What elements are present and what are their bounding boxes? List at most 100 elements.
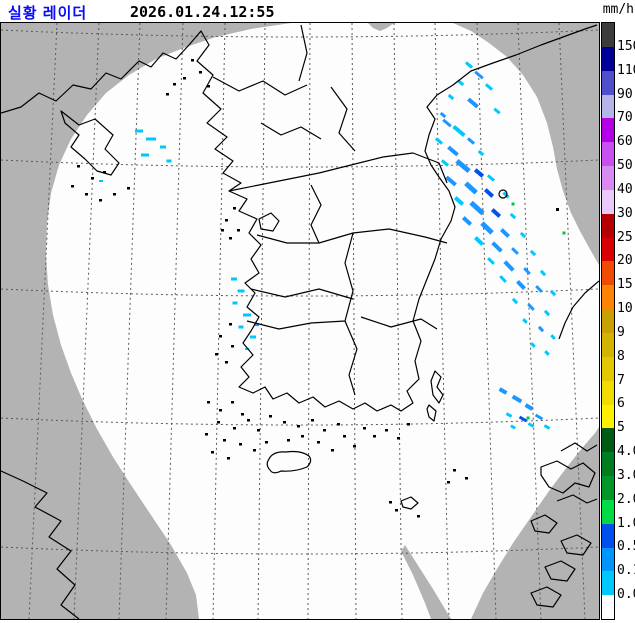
- small-island-dot: [85, 193, 88, 196]
- precipitation-echo-cell: [434, 137, 444, 145]
- graticule: [0, 22, 600, 620]
- colorbar-segment: [602, 46, 614, 71]
- colorbar-label: 8: [617, 349, 625, 364]
- precipitation-echo-cell: [516, 280, 526, 290]
- precipitation-echo-cell: [474, 70, 484, 80]
- precipitation-echo-cell: [511, 394, 523, 404]
- precipitation-echo-cell: [518, 415, 528, 423]
- colorbar-label: 90: [617, 87, 633, 102]
- small-island-dot: [215, 353, 218, 356]
- radar-coverage-area: [46, 23, 599, 619]
- observation-datetime: 2026.01.24.12:55: [130, 3, 275, 21]
- colorbar-label: 6: [617, 396, 625, 411]
- precipitation-echo-cell: [238, 325, 244, 329]
- small-island-dot: [297, 425, 300, 428]
- precipitation-echo-cell: [524, 403, 534, 411]
- small-island-dot: [241, 413, 244, 416]
- small-island-dot: [287, 439, 290, 442]
- precipitation-echo-cell: [511, 297, 519, 305]
- rain-rate-colorbar: [601, 22, 615, 620]
- small-island-dot: [363, 427, 366, 430]
- small-island-dot: [173, 83, 176, 86]
- island-ulleungdo: [498, 189, 508, 199]
- precipitation-echo-cell: [440, 159, 450, 167]
- precipitation-echo-cell: [464, 181, 478, 195]
- coast-shandong: [0, 470, 80, 620]
- precipitation-echo-cell: [141, 153, 149, 157]
- small-island-dot: [407, 423, 410, 426]
- colorbar-segment: [602, 118, 614, 143]
- small-island-dot: [127, 187, 130, 190]
- colorbar-segment: [602, 523, 614, 548]
- precipitation-echo-cell: [511, 247, 519, 255]
- small-island-dot: [211, 451, 214, 454]
- precipitation-echo-cell: [549, 289, 557, 297]
- small-island-dot: [253, 449, 256, 452]
- precipitation-echo-cell: [232, 301, 238, 305]
- colorbar-segment: [602, 547, 614, 572]
- colorbar-segment: [602, 285, 614, 310]
- small-island-dot: [389, 501, 392, 504]
- borders-north-provinces: [212, 24, 356, 152]
- small-island-dot: [283, 421, 286, 424]
- precipitation-echo-cell: [447, 145, 459, 157]
- colorbar-label: 150: [617, 39, 635, 54]
- small-island-dot: [331, 449, 334, 452]
- colorbar-label: 70: [617, 110, 633, 125]
- precipitation-echo-cell: [511, 202, 515, 206]
- precipitation-echo-cell: [519, 231, 527, 239]
- precipitation-echo-cell: [510, 424, 516, 430]
- small-island-dot: [395, 509, 398, 512]
- colorbar-label: 1.0: [617, 516, 635, 531]
- colorbar-segment: [602, 332, 614, 357]
- colorbar-segment: [602, 261, 614, 286]
- precipitation-echo-cell: [243, 313, 251, 317]
- small-island-dot: [453, 469, 456, 472]
- precipitation-echo-cell: [467, 97, 479, 109]
- precipitation-echo-cell: [439, 111, 447, 119]
- precipitation-echo-cell: [490, 208, 502, 218]
- border-dmz: [228, 152, 448, 192]
- small-island-dot: [77, 165, 80, 168]
- precipitation-echo-cell: [231, 277, 237, 281]
- precipitation-echo-cell: [135, 129, 143, 133]
- precipitation-echo-cell: [237, 289, 245, 293]
- precipitation-echo-cell: [474, 236, 484, 246]
- small-island-dot: [227, 457, 230, 460]
- small-island-dot: [323, 429, 326, 432]
- colorbar-label: 2.0: [617, 492, 635, 507]
- precipitation-echo-cell: [250, 335, 256, 339]
- precipitation-echo-cell: [457, 79, 465, 87]
- small-island-dot: [373, 435, 376, 438]
- small-island-dot: [183, 77, 186, 80]
- small-island-dot: [217, 421, 220, 424]
- precipitation-echo-cell: [469, 200, 485, 216]
- small-island-dot: [199, 71, 202, 74]
- small-island-dot: [113, 193, 116, 196]
- small-island-dot: [223, 439, 226, 442]
- page-title: 실황 레이더: [8, 5, 88, 22]
- precipitation-echo-cell: [502, 191, 510, 199]
- precipitation-echo-cell: [500, 228, 510, 238]
- small-island-dot: [103, 171, 106, 174]
- coast-japan-kyushu: [530, 442, 598, 608]
- precipitation-echo-cell: [550, 334, 556, 340]
- precipitation-echo-cell: [544, 350, 550, 356]
- precipitation-echo-cell: [543, 424, 551, 430]
- small-island-dot: [317, 441, 320, 444]
- precipitation-echo-cell: [534, 413, 544, 421]
- precipitation-echo-cell: [480, 221, 494, 235]
- precipitation-echo-cell: [447, 93, 455, 101]
- precipitation-echo-cell: [146, 137, 156, 141]
- colorbar-segment: [602, 499, 614, 524]
- small-island-dot: [269, 415, 272, 418]
- precipitation-echo-cell: [473, 168, 485, 178]
- small-island-dot: [91, 177, 94, 180]
- colorbar-label: 60: [617, 134, 633, 149]
- colorbar-label: 30: [617, 206, 633, 221]
- small-island-dot: [221, 229, 224, 232]
- colorbar-label: 10: [617, 301, 633, 316]
- precipitation-echo-cell: [499, 275, 507, 283]
- precipitation-echo-cell: [505, 412, 513, 418]
- precipitation-echo-cell: [562, 231, 566, 235]
